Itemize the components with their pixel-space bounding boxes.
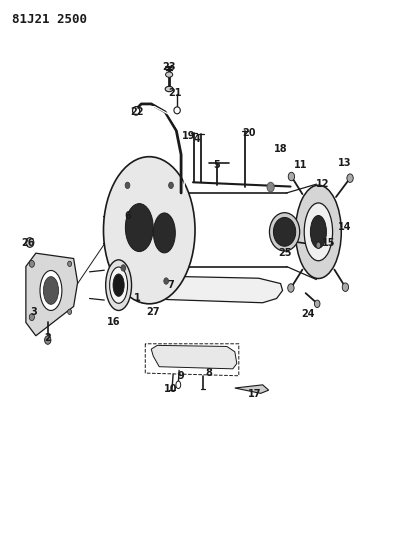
Ellipse shape: [29, 313, 34, 320]
Ellipse shape: [165, 86, 173, 92]
Text: 12: 12: [316, 179, 329, 189]
Ellipse shape: [316, 242, 321, 248]
Text: 18: 18: [274, 144, 287, 154]
Ellipse shape: [154, 213, 175, 253]
Ellipse shape: [133, 107, 140, 115]
Text: 81J21 2500: 81J21 2500: [12, 13, 87, 26]
Ellipse shape: [26, 238, 34, 247]
Text: 27: 27: [146, 307, 160, 317]
Text: 1: 1: [134, 294, 140, 303]
Ellipse shape: [29, 260, 34, 267]
Text: 8: 8: [205, 368, 213, 378]
Ellipse shape: [269, 213, 300, 251]
Ellipse shape: [304, 203, 333, 261]
Polygon shape: [151, 345, 237, 369]
Text: 4: 4: [194, 134, 200, 143]
Text: 14: 14: [338, 222, 351, 231]
Ellipse shape: [125, 182, 130, 189]
Ellipse shape: [68, 309, 72, 314]
Text: 25: 25: [278, 248, 291, 258]
Ellipse shape: [310, 215, 326, 248]
Ellipse shape: [267, 182, 274, 192]
Text: 20: 20: [242, 128, 256, 138]
Text: 15: 15: [322, 238, 335, 247]
Text: 24: 24: [302, 310, 315, 319]
Text: 23: 23: [162, 62, 176, 71]
Ellipse shape: [296, 185, 341, 278]
Polygon shape: [26, 253, 78, 336]
Ellipse shape: [176, 381, 181, 389]
Ellipse shape: [103, 157, 195, 304]
Text: 21: 21: [168, 88, 182, 98]
Ellipse shape: [342, 283, 349, 292]
Polygon shape: [235, 385, 269, 393]
Ellipse shape: [174, 107, 180, 114]
Ellipse shape: [288, 172, 295, 181]
Ellipse shape: [169, 182, 174, 189]
Text: 6: 6: [124, 211, 131, 221]
Text: 16: 16: [107, 318, 120, 327]
Ellipse shape: [113, 274, 124, 296]
Text: 10: 10: [164, 384, 178, 394]
Text: 5: 5: [214, 160, 220, 170]
Text: 22: 22: [131, 107, 144, 117]
Text: 26: 26: [21, 238, 35, 247]
Ellipse shape: [110, 267, 127, 303]
Ellipse shape: [166, 72, 173, 77]
Text: 2: 2: [45, 334, 51, 343]
Ellipse shape: [43, 277, 59, 304]
Ellipse shape: [347, 174, 353, 182]
Ellipse shape: [288, 284, 294, 292]
Ellipse shape: [125, 204, 153, 252]
Text: 17: 17: [248, 390, 261, 399]
Ellipse shape: [68, 261, 72, 266]
Text: 9: 9: [178, 371, 184, 381]
Ellipse shape: [164, 278, 169, 284]
Text: 11: 11: [294, 160, 307, 170]
Ellipse shape: [40, 271, 62, 310]
Ellipse shape: [105, 260, 131, 310]
Ellipse shape: [45, 336, 51, 344]
Ellipse shape: [121, 265, 126, 271]
Ellipse shape: [273, 217, 296, 246]
Text: 3: 3: [31, 307, 37, 317]
Polygon shape: [135, 276, 283, 303]
Ellipse shape: [314, 300, 320, 308]
Text: 19: 19: [182, 131, 196, 141]
Text: 7: 7: [168, 280, 174, 290]
Text: 13: 13: [338, 158, 351, 167]
